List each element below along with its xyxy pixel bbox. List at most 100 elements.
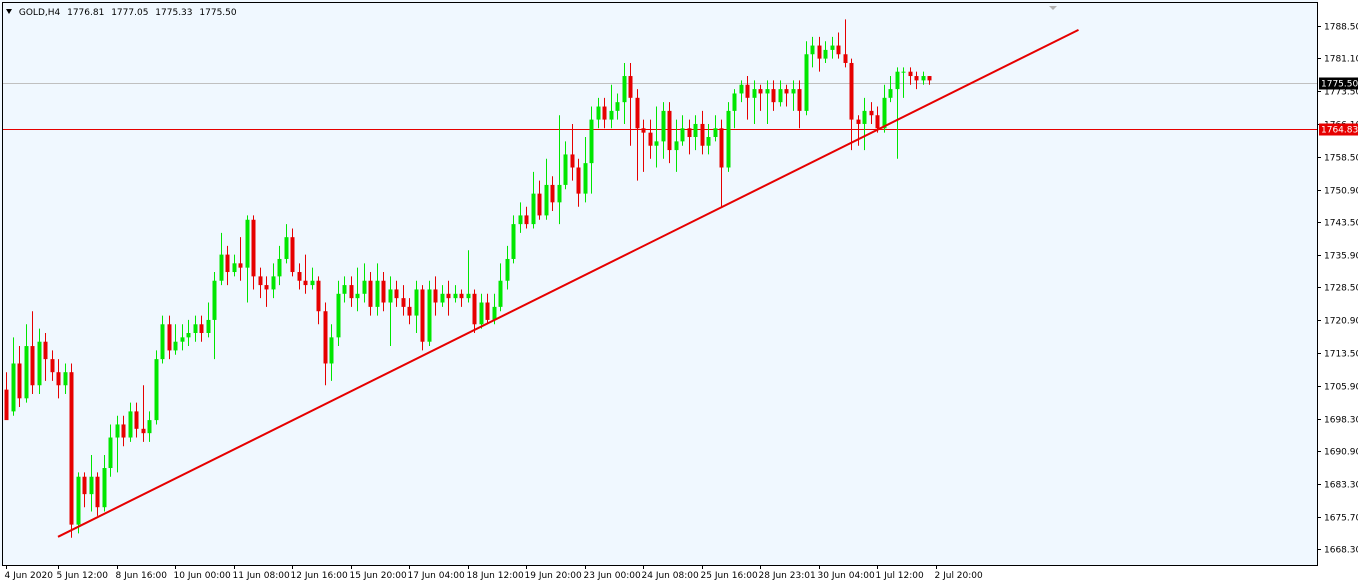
- candle-body: [63, 372, 68, 386]
- candle-body: [752, 89, 757, 98]
- candle-body: [258, 276, 263, 286]
- hline-price-label: 1764.83: [1321, 126, 1358, 136]
- candle-body: [739, 84, 744, 94]
- candle-body: [219, 254, 224, 281]
- candle-body: [836, 45, 841, 55]
- candle-body: [37, 341, 42, 386]
- candle-body: [706, 137, 711, 146]
- candle-body: [843, 54, 848, 63]
- y-tick-label: 1773.50: [1324, 88, 1358, 98]
- candle-body: [544, 184, 549, 216]
- candle-body: [24, 346, 29, 399]
- trendline: [57, 28, 1079, 538]
- candles: [4, 19, 932, 538]
- close-value: 1775.50: [199, 8, 237, 18]
- candle-body: [173, 341, 178, 351]
- chart-shift-icon: [1049, 6, 1057, 10]
- x-tick-label: 8 Jun 16:00: [116, 571, 168, 581]
- candle-body: [570, 154, 575, 168]
- y-tick-label: 1705.90: [1324, 383, 1358, 393]
- candle-body: [888, 89, 893, 98]
- candle-body: [791, 89, 796, 94]
- x-tick-label: 17 Jun 04:00: [408, 571, 465, 581]
- candle-body: [95, 476, 100, 508]
- candle-body: [271, 276, 276, 290]
- x-tick-label: 11 Jun 08:00: [233, 571, 290, 581]
- candle-body: [368, 280, 373, 307]
- candle-body: [225, 254, 230, 273]
- candle-body: [290, 237, 295, 273]
- y-tick-label: 1781.10: [1324, 55, 1358, 65]
- x-tick-label: 10 Jun 00:00: [174, 571, 231, 581]
- candle-body: [82, 476, 87, 495]
- candle-body: [648, 132, 653, 146]
- candle-body: [238, 263, 243, 268]
- candle-body: [875, 115, 880, 129]
- candle-body: [635, 97, 640, 129]
- candle-body: [856, 119, 861, 124]
- candle-body: [778, 89, 783, 103]
- candle-body: [713, 128, 718, 138]
- candle-body: [732, 93, 737, 111]
- y-tick-label: 1698.30: [1324, 416, 1358, 426]
- candle-body: [414, 289, 419, 316]
- candle-body: [160, 324, 165, 360]
- candle-body: [693, 123, 698, 138]
- candle-body: [167, 324, 172, 351]
- candle-body: [804, 54, 809, 111]
- candle-body: [609, 110, 614, 120]
- x-tick-label: 2 Jul 20:00: [935, 571, 984, 581]
- x-tick-label: 5 Jun 12:00: [57, 571, 109, 581]
- candle-body: [882, 97, 887, 129]
- candle-body: [115, 424, 120, 438]
- y-tick-label: 1713.50: [1324, 350, 1358, 360]
- candle-body: [232, 263, 237, 273]
- candle-body: [420, 289, 425, 342]
- candle-body: [154, 359, 159, 421]
- candle-body: [466, 293, 471, 299]
- candle-body: [427, 289, 432, 342]
- price-lines: [2, 83, 1318, 130]
- candle-body: [381, 280, 386, 303]
- candle-body: [492, 306, 497, 320]
- candle-body: [121, 424, 126, 438]
- candle-body: [576, 167, 581, 194]
- bid-price-label: 1775.50: [1321, 80, 1358, 90]
- candle-body: [908, 71, 913, 77]
- bid-price-box: [1319, 77, 1358, 90]
- candle-body: [654, 141, 659, 146]
- candle-body: [251, 219, 256, 277]
- candle-body: [589, 119, 594, 164]
- candle-body: [869, 110, 874, 116]
- candle-body: [89, 476, 94, 495]
- x-tick-label: 24 Jun 08:00: [642, 571, 699, 581]
- candle-body: [765, 89, 770, 94]
- candle-body: [375, 280, 380, 307]
- dropdown-triangle-icon[interactable]: [6, 9, 12, 14]
- candle-body: [661, 110, 666, 142]
- candle-body: [440, 293, 445, 303]
- candle-body: [596, 106, 601, 120]
- candle-body: [862, 110, 867, 124]
- trendline-group[interactable]: [57, 28, 1079, 538]
- candle-body: [297, 272, 302, 281]
- candle-body: [446, 293, 451, 299]
- candle-body: [206, 319, 211, 333]
- y-tick-label: 1758.50: [1324, 154, 1358, 164]
- candle-body: [726, 110, 731, 168]
- candle-body: [758, 89, 763, 94]
- symbol-info-bar: GOLD,H4 1776.81 1777.05 1775.33 1775.50: [6, 7, 241, 19]
- candle-body: [11, 363, 16, 412]
- candle-body: [362, 280, 367, 294]
- candle-body: [199, 324, 204, 333]
- candle-body: [401, 298, 406, 307]
- candle-body: [193, 324, 198, 333]
- candle-body: [245, 219, 250, 268]
- candle-body: [212, 280, 217, 320]
- candle-body: [823, 49, 828, 59]
- candle-body: [537, 193, 542, 216]
- candle-body: [43, 341, 48, 360]
- candle-body: [4, 389, 9, 421]
